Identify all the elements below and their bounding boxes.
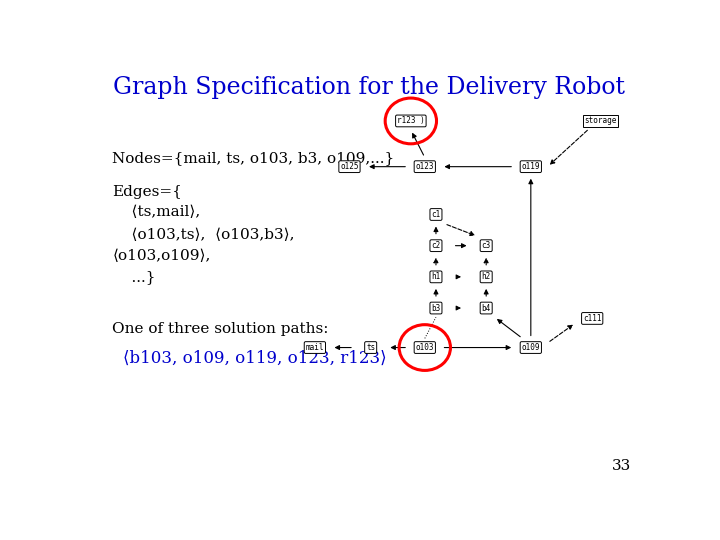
Text: storage: storage xyxy=(585,117,617,125)
Text: o125: o125 xyxy=(341,162,359,171)
Text: mail: mail xyxy=(305,343,324,352)
Text: o123: o123 xyxy=(415,162,434,171)
Text: o103: o103 xyxy=(415,343,434,352)
Text: 33: 33 xyxy=(612,459,631,473)
Text: ⟨ts,mail⟩,: ⟨ts,mail⟩, xyxy=(112,205,201,219)
Text: b3: b3 xyxy=(431,303,441,313)
Text: c2: c2 xyxy=(431,241,441,250)
Text: One of three solution paths:: One of three solution paths: xyxy=(112,322,329,336)
Text: ...}: ...} xyxy=(112,270,156,284)
Text: c111: c111 xyxy=(583,314,601,323)
Text: ⟨b103, o109, o119, o123, r123⟩: ⟨b103, o109, o119, o123, r123⟩ xyxy=(124,349,387,367)
Text: c3: c3 xyxy=(482,241,491,250)
Text: ⟨o103,o109⟩,: ⟨o103,o109⟩, xyxy=(112,249,211,263)
Text: Graph Specification for the Delivery Robot: Graph Specification for the Delivery Rob… xyxy=(113,76,625,99)
Text: h2: h2 xyxy=(482,272,491,281)
Text: Edges={: Edges={ xyxy=(112,185,182,199)
Text: ⟨o103,ts⟩,  ⟨o103,b3⟩,: ⟨o103,ts⟩, ⟨o103,b3⟩, xyxy=(112,228,294,242)
Text: ts: ts xyxy=(366,343,375,352)
Text: c1: c1 xyxy=(431,210,441,219)
Text: o109: o109 xyxy=(521,343,540,352)
Text: r123 ): r123 ) xyxy=(397,117,425,125)
Text: b4: b4 xyxy=(482,303,491,313)
Text: h1: h1 xyxy=(431,272,441,281)
Text: Nodes={mail, ts, o103, b3, o109,...}: Nodes={mail, ts, o103, b3, o109,...} xyxy=(112,151,395,165)
Text: o119: o119 xyxy=(521,162,540,171)
